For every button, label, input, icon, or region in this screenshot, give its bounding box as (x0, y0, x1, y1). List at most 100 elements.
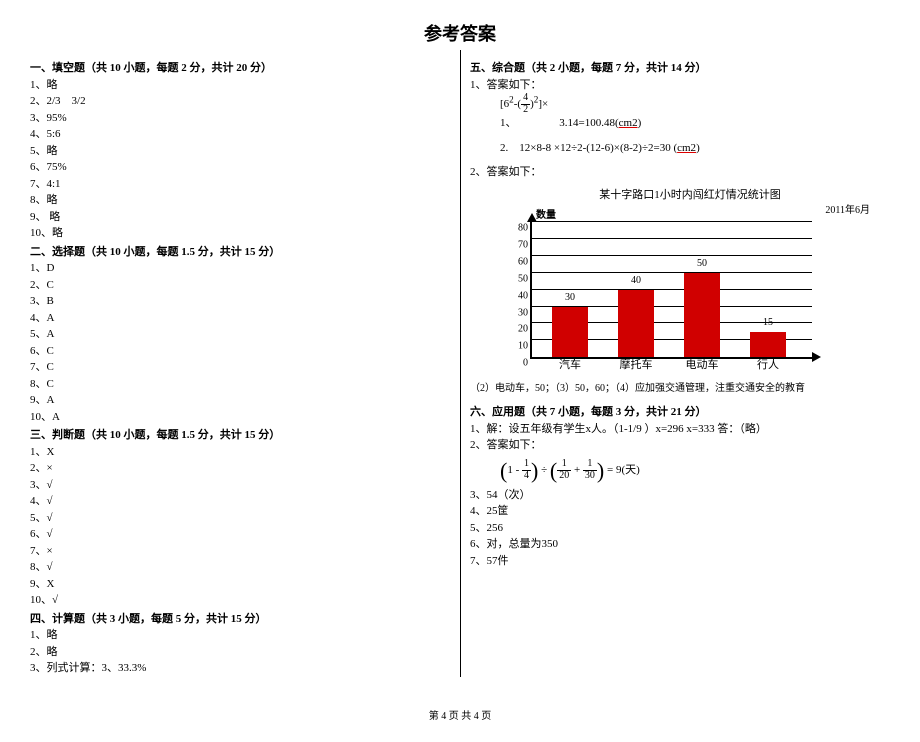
paren-icon: ) (597, 458, 604, 483)
answer-item: 8、√ (30, 559, 450, 576)
answer-item: 10、√ (30, 592, 450, 609)
answer-item: 4、25筐 (470, 503, 890, 520)
y-tick-label: 30 (506, 305, 528, 320)
eq-text: ]× (538, 98, 548, 110)
bar-value-label: 40 (618, 273, 654, 288)
fraction-den: 2 (521, 105, 530, 116)
section-3-head: 三、判断题（共 10 小题，每题 1.5 分，共计 15 分） (30, 427, 450, 444)
answer-item: 3、√ (30, 477, 450, 494)
answer-item: 6、C (30, 343, 450, 360)
x-category-label: 行人 (743, 357, 793, 374)
answer-item: 1、略 (30, 77, 450, 94)
paren-icon: ( (500, 458, 507, 483)
chart-container: 某十字路口1小时内闯红灯情况统计图 2011年6月 数量 01020304050… (490, 187, 890, 360)
answer-item: 2、× (30, 460, 450, 477)
paren-icon: ( (550, 458, 557, 483)
answer-item: 7、× (30, 543, 450, 560)
grid-line (532, 221, 812, 222)
eq-text: [6 (500, 98, 509, 110)
fraction-num: 4 (521, 93, 530, 105)
answer-item: 5、256 (470, 520, 890, 537)
answer-item: 2、2/3 3/2 (30, 93, 450, 110)
answer-item: 3、B (30, 293, 450, 310)
answer-item: 4、5:6 (30, 126, 450, 143)
chart-bar (684, 273, 720, 357)
equation-2: 2. 12×8-8 ×12÷2-(12-6)×(8-2)÷2=30 (cm2) (470, 140, 890, 157)
y-tick-label: 70 (506, 238, 528, 253)
formula-result: = 9(天) (607, 464, 640, 476)
page-title: 参考答案 (30, 20, 890, 46)
answer-item: 10、略 (30, 225, 450, 242)
fraction: 42 (521, 93, 530, 115)
y-tick-label: 10 (506, 339, 528, 354)
bar-value-label: 15 (750, 315, 786, 330)
answer-item: 8、C (30, 376, 450, 393)
eq-index: 1、 (500, 117, 517, 129)
answer-item: 1、略 (30, 627, 450, 644)
unit-underlined: cm2 (677, 142, 696, 154)
x-category-label: 电动车 (677, 357, 727, 374)
x-category-label: 摩托车 (611, 357, 661, 374)
answer-item: 7、4:1 (30, 176, 450, 193)
answer-item: 6、75% (30, 159, 450, 176)
y-tick-label: 50 (506, 271, 528, 286)
paren-icon: ) (531, 458, 538, 483)
chart-bar (552, 307, 588, 358)
answer-item: 5、略 (30, 143, 450, 160)
answer-item: 3、列式计算：3、33.3% (30, 660, 450, 677)
y-tick-label: 20 (506, 322, 528, 337)
section-6-head: 六、应用题（共 7 小题，每题 3 分，共计 21 分） (470, 404, 890, 421)
answer-item: 3、95% (30, 110, 450, 127)
answer-intro: 2、答案如下： (470, 164, 890, 181)
grid-line (532, 272, 812, 273)
answer-item: 5、√ (30, 510, 450, 527)
column-divider (460, 50, 461, 677)
answer-item: 9、 略 (30, 209, 450, 226)
formula-display: (1 - 14) ÷ (120 + 130) = 9(天) (470, 454, 890, 487)
bar-value-label: 30 (552, 290, 588, 305)
right-column: 五、综合题（共 2 小题，每题 7 分，共计 14 分） 1、答案如下： [62… (470, 58, 890, 677)
eq-text: ) (638, 117, 642, 129)
answer-item: 10、A (30, 409, 450, 426)
answer-item: 9、X (30, 576, 450, 593)
section-4-head: 四、计算题（共 3 小题，每题 5 分，共计 15 分） (30, 611, 450, 628)
fraction: 14 (522, 459, 531, 481)
bar-chart: 数量 0102030405060708030汽车40摩托车50电动车15行人 (530, 222, 812, 359)
page-footer: 第 4 页 共 4 页 (30, 707, 890, 722)
fraction: 120 (557, 459, 571, 481)
eq-text: ) (696, 142, 700, 154)
chart-note: （2）电动车，50；（3）50，60；（4）应加强交通管理，注重交通安全的教育 (470, 381, 890, 396)
answer-item: 1、解：设五年级有学生x人。（1-1/9 ）x=296 x=333 答：（略） (470, 421, 890, 438)
x-category-label: 汽车 (545, 357, 595, 374)
y-tick-label: 40 (506, 288, 528, 303)
answer-item: 1、D (30, 260, 450, 277)
eq-text: -( (514, 98, 521, 110)
y-tick-label: 80 (506, 221, 528, 236)
eq-result: 3.14=100.48(cm2) (559, 117, 641, 129)
equation-1: [62-(42)2]× 1、 3.14=100.48(cm2) (470, 93, 890, 132)
answer-item: 2、略 (30, 644, 450, 661)
answer-item: 6、√ (30, 526, 450, 543)
grid-line (532, 238, 812, 239)
chart-bar (618, 290, 654, 358)
answer-item: 6、对，总量为350 (470, 536, 890, 553)
bar-value-label: 50 (684, 256, 720, 271)
answer-item: 7、C (30, 359, 450, 376)
unit-underlined: cm2 (619, 117, 638, 129)
chart-bar (750, 332, 786, 357)
answer-item: 4、√ (30, 493, 450, 510)
fraction: 130 (583, 459, 597, 481)
grid-line (532, 255, 812, 256)
answer-item: 1、X (30, 444, 450, 461)
answer-item: 2、答案如下： (470, 437, 890, 454)
answer-item: 2、C (30, 277, 450, 294)
section-5-head: 五、综合题（共 2 小题，每题 7 分，共计 14 分） (470, 60, 890, 77)
y-tick-label: 60 (506, 254, 528, 269)
eq-text: 2. 12×8-8 ×12÷2-(12-6)×(8-2)÷2=30 ( (500, 142, 677, 154)
left-column: 一、填空题（共 10 小题，每题 2 分，共计 20 分） 1、略 2、2/3 … (30, 58, 450, 677)
answer-item: 9、A (30, 392, 450, 409)
eq-text: 3.14=100.48( (559, 117, 618, 129)
answer-item: 8、略 (30, 192, 450, 209)
y-tick-label: 0 (506, 356, 528, 371)
answer-item: 5、A (30, 326, 450, 343)
